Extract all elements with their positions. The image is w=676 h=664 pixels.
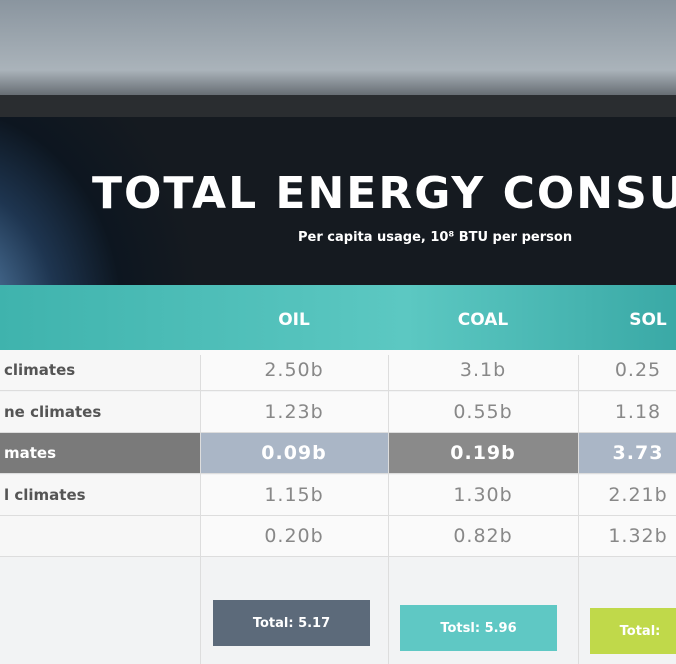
column-header: OIL	[200, 310, 388, 330]
total-badge: Totsl: 5.96	[400, 605, 557, 651]
divider	[388, 355, 389, 664]
cell: 0.09b	[200, 433, 388, 474]
column-header: SOL	[578, 310, 676, 330]
divider	[200, 355, 201, 664]
cell: 0.55b	[388, 392, 578, 433]
total-badge: Total:	[590, 608, 676, 654]
cell: 2.50b	[200, 350, 388, 391]
cell: 1.15b	[200, 475, 388, 516]
cell: 1.32b	[578, 516, 676, 557]
row-label: climates	[0, 350, 200, 391]
row-label: l climates	[0, 475, 200, 516]
cell: 1.23b	[200, 392, 388, 433]
cell: 3.1b	[388, 350, 578, 391]
cell: 0.82b	[388, 516, 578, 557]
cell: 2.21b	[578, 475, 676, 516]
total-badge: Total: 5.17	[213, 600, 370, 646]
title: TOTAL ENERGY CONSUMP	[92, 168, 676, 219]
row-label: ne climates	[0, 392, 200, 433]
cell: 0.20b	[200, 516, 388, 557]
cell: 0.19b	[388, 433, 578, 474]
row-label	[0, 516, 200, 557]
cell: 1.30b	[388, 475, 578, 516]
screen: TOTAL ENERGY CONSUMP Per capita usage, 1…	[0, 0, 676, 664]
bezel	[0, 0, 676, 100]
cell: 3.73	[578, 433, 676, 474]
subtitle: Per capita usage, 10⁸ BTU per person	[298, 230, 572, 245]
row-label: mates	[0, 433, 200, 474]
column-header: COAL	[388, 310, 578, 330]
cell: 0.25	[578, 350, 676, 391]
cell: 1.18	[578, 392, 676, 433]
divider	[578, 355, 579, 664]
